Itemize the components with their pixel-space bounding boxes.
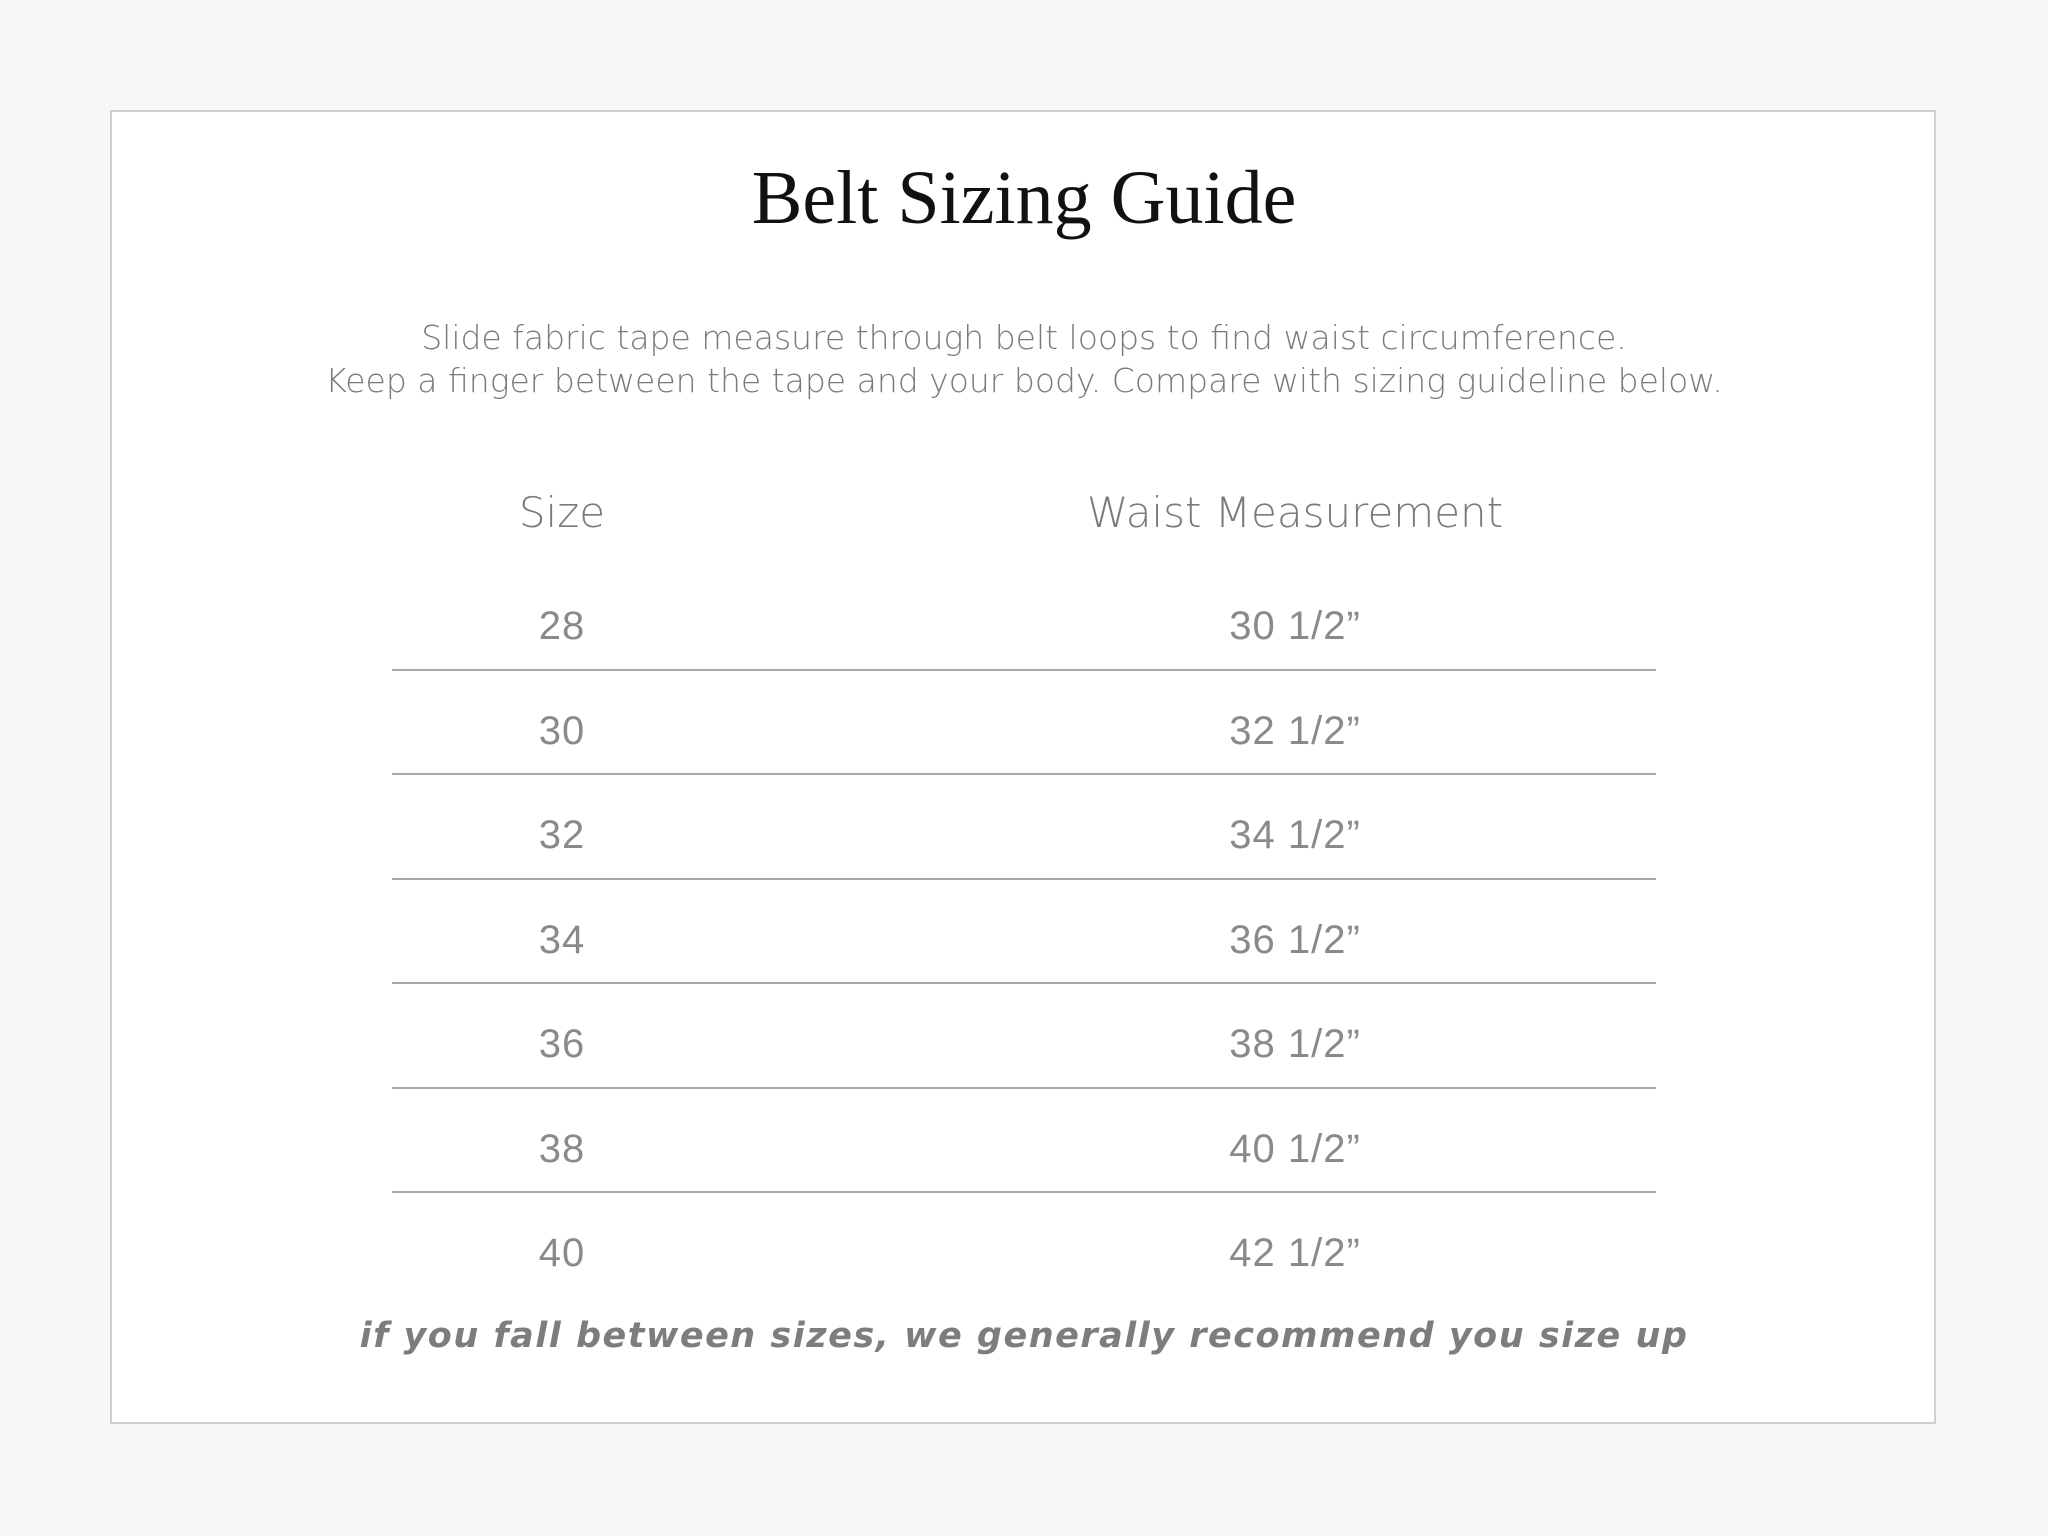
size-cell: 30 <box>538 708 586 753</box>
row-divider <box>392 1191 1656 1193</box>
waist-cell: 38 1/2” <box>1229 1022 1361 1066</box>
size-cell: 34 <box>538 917 586 962</box>
table-row: 32 34 1/2” <box>392 775 1656 880</box>
row-divider <box>392 982 1656 984</box>
instructions-line-2: Keep a finger between the tape and your … <box>325 361 1723 400</box>
table-row: 38 40 1/2” <box>392 1089 1656 1193</box>
size-cell: 28 <box>538 604 586 648</box>
waist-cell: 34 1/2” <box>1229 813 1361 857</box>
table-row: 30 32 1/2” <box>392 671 1656 775</box>
table-row: 36 38 1/2” <box>392 984 1656 1089</box>
waist-cell: 36 1/2” <box>1229 917 1361 962</box>
instructions-line-1: Slide fabric tape measure through belt l… <box>421 318 1627 357</box>
size-cell: 38 <box>538 1126 586 1171</box>
size-cell: 40 <box>538 1231 586 1275</box>
row-divider <box>392 773 1656 775</box>
table-row: 40 42 1/2” <box>392 1193 1656 1298</box>
size-column-header: Size <box>518 488 606 537</box>
row-divider <box>392 668 1656 671</box>
table-row: 28 30 1/2” <box>392 566 1656 671</box>
size-cell: 36 <box>538 1022 586 1066</box>
page-title: Belt Sizing Guide <box>751 156 1297 240</box>
waist-cell: 42 1/2” <box>1229 1231 1361 1275</box>
waist-cell: 30 1/2” <box>1229 604 1361 648</box>
table-row: 34 36 1/2” <box>392 880 1656 984</box>
size-cell: 32 <box>538 813 586 857</box>
size-up-note: if you fall between sizes, we generally … <box>359 1316 1689 1356</box>
waist-cell: 40 1/2” <box>1229 1126 1361 1171</box>
row-divider <box>392 877 1656 880</box>
waist-cell: 32 1/2” <box>1229 708 1361 753</box>
row-divider <box>392 1086 1656 1089</box>
waist-column-header: Waist Measurement <box>1086 488 1504 537</box>
sizing-card <box>110 110 1936 1424</box>
